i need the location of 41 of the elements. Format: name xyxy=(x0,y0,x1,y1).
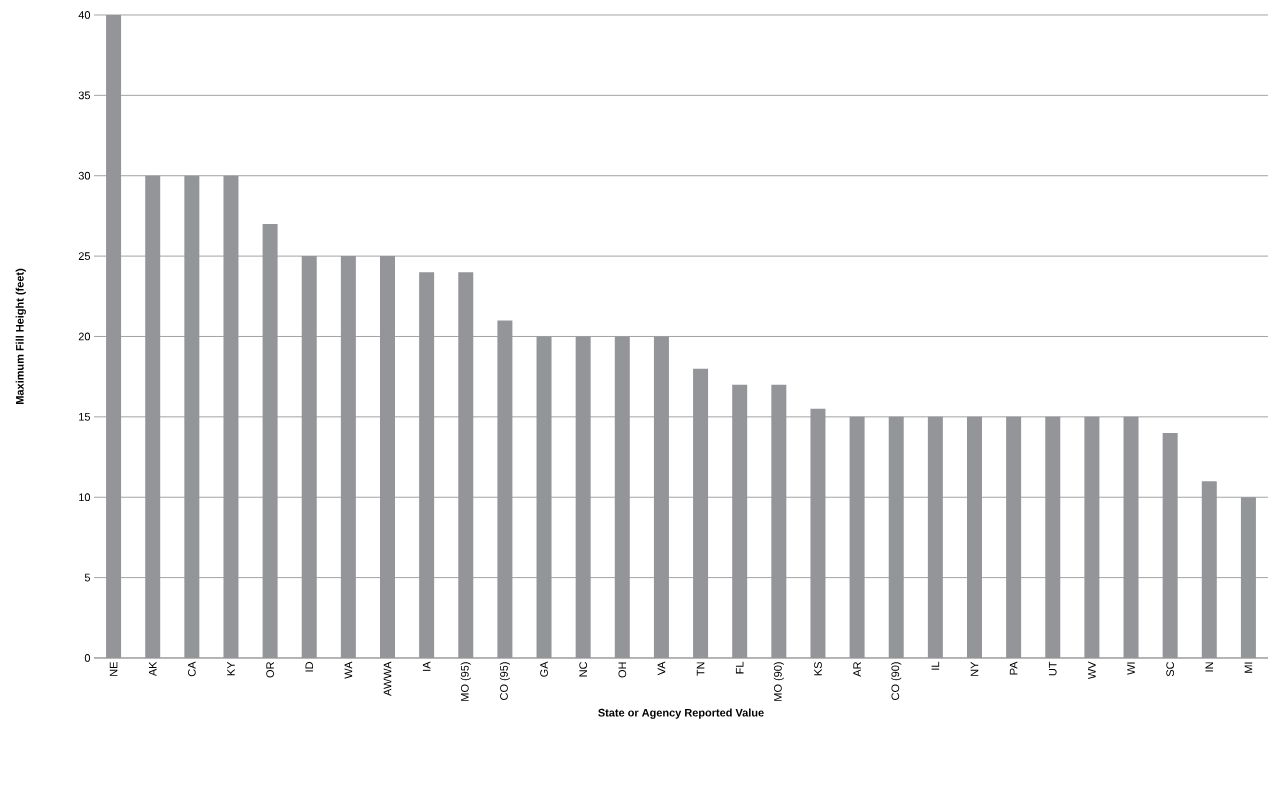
x-tick-label: GA xyxy=(540,661,548,677)
x-tick-label: IL xyxy=(931,661,940,670)
x-tick-label: UT xyxy=(1048,661,1057,676)
x-tick-label: NE xyxy=(109,661,118,676)
y-tick-label: 35 xyxy=(78,91,91,100)
x-tick-label: NC xyxy=(579,661,588,677)
y-tick-label: 20 xyxy=(78,332,91,341)
x-tick-label: MI xyxy=(1244,662,1253,673)
y-tick-label: 40 xyxy=(78,11,91,19)
x-tick-label: VA xyxy=(657,661,666,676)
x-tick-label: WV xyxy=(1088,661,1096,680)
y-tick-label: 30 xyxy=(78,171,91,180)
x-tick-label: AR xyxy=(853,662,861,677)
y-tick-label: 10 xyxy=(79,493,91,502)
y-tick-label: 5 xyxy=(84,573,91,582)
y-tick-label: 25 xyxy=(78,252,91,260)
x-tick-label: KS xyxy=(814,662,822,676)
y-tick-label: 15 xyxy=(79,413,91,421)
x-tick-label: IN xyxy=(1205,662,1214,672)
x-tick-label: AK xyxy=(148,661,157,677)
x-tick-label: NY xyxy=(970,661,979,676)
x-axis-title: State or Agency Reported Value xyxy=(598,708,764,719)
y-tick-label: 0 xyxy=(84,654,91,662)
x-tick-label: AWWA xyxy=(383,661,392,696)
x-tick-label: OH xyxy=(618,662,627,678)
x-tick-label: SC xyxy=(1166,661,1175,677)
x-tick-label: CO (90) xyxy=(891,662,902,700)
x-tick-label: TN xyxy=(696,662,705,676)
x-tick-label: MO (95) xyxy=(460,662,471,701)
x-tick-label: PA xyxy=(1009,661,1018,675)
x-tick-label: ID xyxy=(305,662,314,672)
x-tick-label: OR xyxy=(266,662,274,678)
x-tick-label: CA xyxy=(187,661,196,677)
x-tick-label: FL xyxy=(735,661,744,674)
x-tick-label: MO (90) xyxy=(773,662,784,701)
x-tick-label: WI xyxy=(1127,662,1135,675)
x-tick-label: WA xyxy=(344,661,353,679)
y-axis-title: Maximum Fill Height (feet) xyxy=(15,268,26,404)
x-tick-label: IA xyxy=(422,661,431,671)
x-tick-label: CO (95) xyxy=(499,662,510,700)
x-tick-label: KY xyxy=(227,661,235,676)
